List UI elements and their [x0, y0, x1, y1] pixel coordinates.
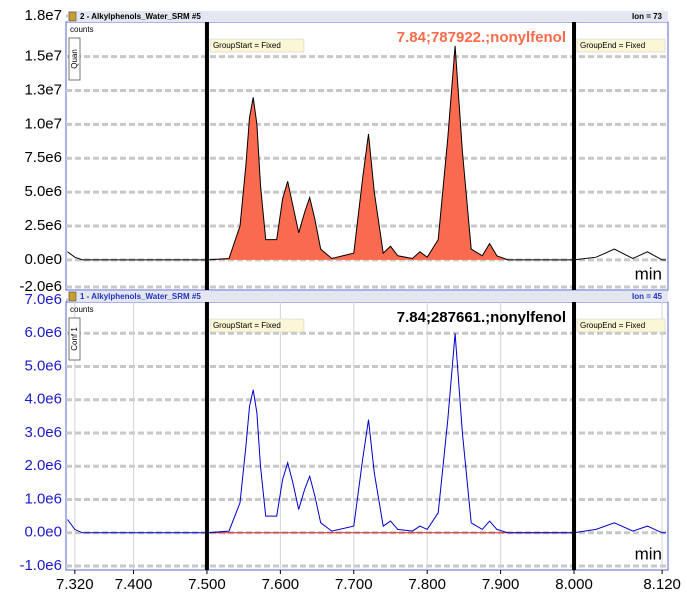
panel-label-box [68, 37, 81, 81]
x-tick-label: 7.900 [482, 576, 520, 593]
y-tick-label: 2.0e6 [24, 457, 62, 474]
x-unit: min [635, 264, 662, 283]
group-label: GroupStart = Fixed [213, 321, 281, 330]
group-box [209, 318, 305, 333]
panel-title: 2 - Alkylphenols_Water_SRM #5 [80, 12, 201, 21]
y-tick-label: 3.0e6 [24, 424, 62, 441]
header-icon [68, 11, 77, 22]
y-tick-label: 6.0e6 [24, 324, 62, 341]
panel-label-box [68, 317, 81, 361]
x-unit: min [635, 544, 662, 563]
y-tick-label: 0.0e0 [24, 524, 62, 541]
y-tick-label: 1.5e7 [24, 48, 62, 65]
group-box [576, 38, 666, 53]
x-tick-label: 8.000 [555, 576, 593, 593]
plot-area [65, 301, 669, 571]
y-tick-label: 0.0e0 [24, 251, 62, 268]
x-tick-label: 7.800 [408, 576, 446, 593]
x-tick-label: 7.600 [262, 576, 300, 593]
peak-area [206, 45, 575, 260]
y-tick-label: -2.0e6 [19, 278, 62, 295]
y-tick-label: 4.0e6 [24, 391, 62, 408]
y-tick-label: 1.8e7 [24, 7, 62, 24]
trace [67, 333, 666, 534]
group-box [209, 38, 305, 53]
trace [67, 45, 666, 261]
x-tick-label: 8.120 [643, 576, 681, 593]
panel-label: Conf 1 [70, 327, 79, 351]
group-box [576, 318, 666, 333]
group-label: GroupEnd = Fixed [580, 41, 645, 50]
y-unit-label: counts [70, 305, 94, 314]
x-tick-label: 7.500 [188, 576, 226, 593]
group-label: GroupEnd = Fixed [580, 321, 645, 330]
y-tick-label: 1.3e7 [24, 81, 62, 98]
x-tick-label: 7.700 [335, 576, 373, 593]
panel-title: 1 - Alkylphenols_Water_SRM #5 [80, 292, 201, 301]
group-label: GroupStart = Fixed [213, 41, 281, 50]
y-tick-label: 5.0e6 [24, 357, 62, 374]
y-unit-label: counts [70, 25, 94, 34]
y-tick-label: 7.5e6 [24, 149, 62, 166]
y-tick-label: 1.0e7 [24, 115, 62, 132]
panel-label: Quan [70, 49, 79, 69]
header-icon [68, 291, 77, 302]
x-tick-label: 7.320 [56, 576, 94, 593]
y-tick-label: 7.0e6 [24, 291, 62, 308]
panel-header [68, 11, 668, 22]
y-tick-label: 5.0e6 [24, 183, 62, 200]
ion-label: Ion = 45 [632, 292, 663, 301]
peak-annotation: 7.84;787922.;nonylfenol [397, 29, 566, 46]
ion-label: Ion = 73 [632, 12, 663, 21]
panel-header [68, 291, 668, 302]
x-tick-label: 7.400 [115, 576, 153, 593]
panel: 1.8e7 1.5e7 1.3e7 1.0e7 7.5e6 5.0e6 2.5e6 0.0e0… [19, 7, 669, 295]
y-tick-label: 1.0e6 [24, 490, 62, 507]
peak-annotation: 7.84;287661.;nonylfenol [397, 309, 566, 326]
y-tick-label: 2.5e6 [24, 217, 62, 234]
y-tick-label: -1.0e6 [19, 557, 62, 574]
panel: 7.0e6 6.0e6 5.0e6 4.0e6 3.0e6 2.0e6 1.0e6 0.0e0… [19, 291, 680, 593]
